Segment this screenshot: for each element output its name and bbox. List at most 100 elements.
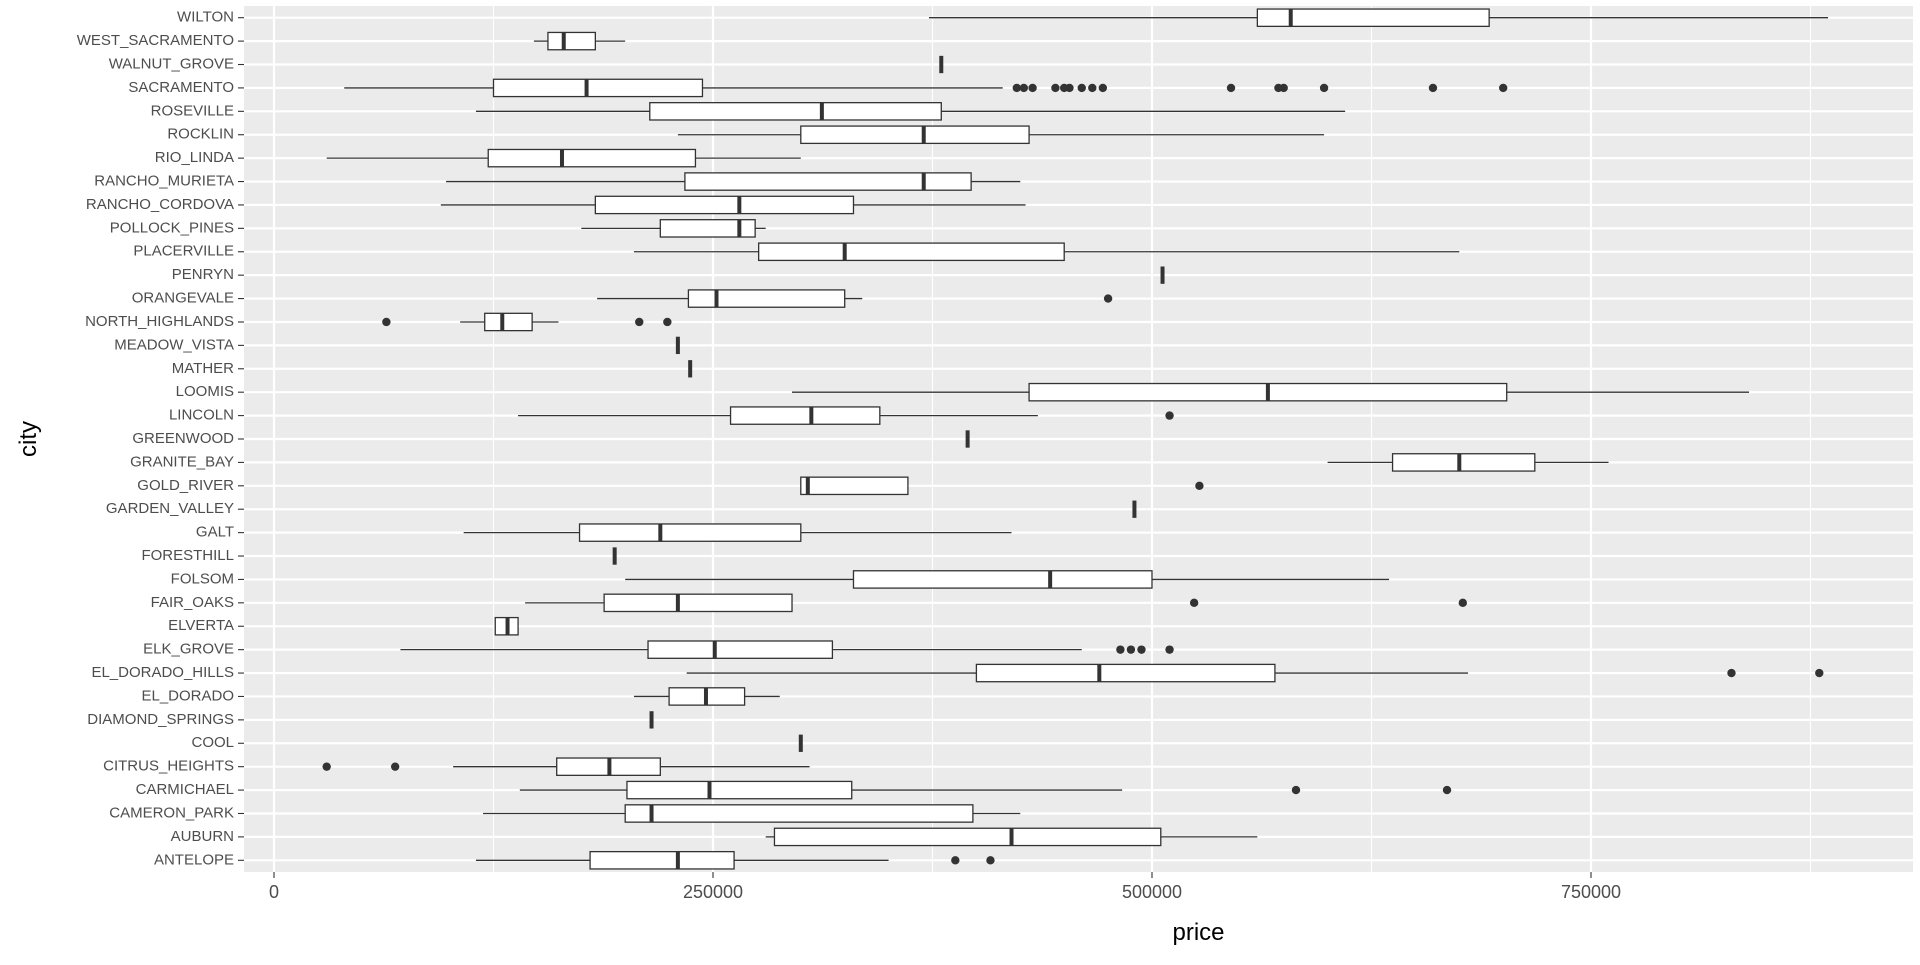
outlier-point bbox=[1116, 645, 1125, 654]
outlier-point bbox=[1019, 83, 1029, 93]
y-tick-label: FOLSOM bbox=[171, 570, 234, 587]
y-tick-label: LINCOLN bbox=[169, 407, 234, 424]
y-tick-label: LOOMIS bbox=[176, 383, 234, 400]
outlier-point bbox=[1088, 83, 1097, 93]
y-tick-label: NORTH_HIGHLANDS bbox=[85, 313, 234, 330]
box-carmichael bbox=[519, 780, 1452, 800]
box-el-dorado bbox=[633, 687, 780, 706]
outlier-point bbox=[1098, 83, 1108, 93]
outlier-point bbox=[1279, 83, 1288, 93]
y-tick-label: RANCHO_CORDOVA bbox=[86, 196, 234, 213]
box-citrus-heights bbox=[322, 757, 810, 776]
iqr-box bbox=[594, 195, 855, 215]
box-antelope bbox=[475, 850, 995, 870]
outlier-point bbox=[635, 317, 644, 327]
x-tick-label: 500000 bbox=[1122, 882, 1182, 902]
iqr-box bbox=[492, 78, 704, 98]
y-tick-label: RIO_LINDA bbox=[155, 149, 234, 166]
outlier-point bbox=[986, 856, 995, 865]
y-tick-label: GOLD_RIVER bbox=[137, 477, 234, 494]
outlier-point bbox=[1458, 598, 1468, 608]
box-north-highlands bbox=[382, 312, 672, 332]
box-elverta bbox=[494, 616, 519, 636]
iqr-box bbox=[800, 476, 909, 496]
outlier-point bbox=[1165, 411, 1174, 420]
outlier-point bbox=[1103, 294, 1113, 303]
box-el-dorado-hills bbox=[686, 663, 1824, 683]
box-rocklin bbox=[677, 125, 1325, 145]
x-tick-label: 0 bbox=[269, 882, 279, 902]
y-tick-label: SACRAMENTO bbox=[128, 79, 234, 96]
box-auburn bbox=[765, 827, 1258, 847]
outlier-point bbox=[1428, 83, 1438, 93]
y-tick-label: WILTON bbox=[177, 9, 234, 26]
y-tick-label: DIAMOND_SPRINGS bbox=[87, 711, 234, 728]
y-tick-label: GALT bbox=[196, 524, 234, 541]
y-tick-labels: ANTELOPE AUBURN CAMERON_PARK CARMICHAEL CITR… bbox=[77, 9, 244, 868]
iqr-box bbox=[758, 242, 1065, 262]
box-loomis bbox=[792, 382, 1750, 402]
x-tick-label: 750000 bbox=[1561, 882, 1621, 902]
box-roseville bbox=[475, 102, 1346, 121]
iqr-box bbox=[649, 102, 942, 121]
y-tick-label: GRANITE_BAY bbox=[130, 453, 234, 470]
outlier-point bbox=[1226, 83, 1236, 93]
outlier-point bbox=[1028, 83, 1037, 93]
box-sacramento bbox=[344, 78, 1508, 98]
boxes bbox=[322, 8, 1829, 870]
iqr-box bbox=[578, 523, 802, 542]
iqr-box bbox=[647, 640, 834, 659]
y-tick-label: PLACERVILLE bbox=[133, 243, 234, 260]
box-galt bbox=[463, 523, 1012, 542]
y-tick-label: AUBURN bbox=[171, 828, 234, 845]
y-tick-label: WALNUT_GROVE bbox=[109, 55, 234, 72]
box-orangevale bbox=[597, 289, 1113, 308]
iqr-box bbox=[624, 804, 974, 823]
outlier-point bbox=[1065, 83, 1074, 93]
box-gold-river bbox=[800, 476, 1204, 496]
box-pollock-pines bbox=[581, 219, 766, 238]
box-cameron-park bbox=[482, 804, 1021, 823]
box-rancho-cordova bbox=[440, 195, 1026, 215]
y-tick-label: ROCKLIN bbox=[167, 126, 234, 143]
outlier-point bbox=[1077, 83, 1086, 93]
box-folsom bbox=[625, 570, 1390, 589]
iqr-box bbox=[687, 289, 846, 308]
box-rancho-murieta bbox=[446, 172, 1021, 191]
y-tick-label: ORANGEVALE bbox=[132, 290, 234, 307]
iqr-box bbox=[1391, 453, 1536, 472]
iqr-box bbox=[547, 31, 596, 51]
box-granite-bay bbox=[1327, 453, 1609, 472]
iqr-box bbox=[729, 406, 881, 425]
iqr-box bbox=[684, 172, 972, 191]
y-tick-label: FORESTHILL bbox=[141, 547, 234, 564]
y-tick-label: CARMICHAEL bbox=[136, 781, 234, 798]
y-tick-label: GREENWOOD bbox=[132, 430, 234, 447]
iqr-box bbox=[626, 780, 853, 800]
outlier-point bbox=[1051, 83, 1060, 93]
outlier-point bbox=[1165, 645, 1174, 654]
y-tick-label: FAIR_OAKS bbox=[151, 594, 234, 611]
box-placerville bbox=[633, 242, 1460, 262]
outlier-point bbox=[1012, 83, 1021, 93]
iqr-box bbox=[603, 593, 793, 613]
iqr-box bbox=[484, 312, 533, 332]
y-tick-label: POLLOCK_PINES bbox=[110, 219, 234, 236]
outlier-point bbox=[1291, 785, 1301, 795]
y-tick-label: RANCHO_MURIETA bbox=[94, 173, 234, 190]
y-tick-label: ANTELOPE bbox=[154, 851, 234, 868]
box-fair-oaks bbox=[525, 593, 1468, 613]
y-tick-label: GARDEN_VALLEY bbox=[106, 500, 234, 517]
y-tick-label: CAMERON_PARK bbox=[109, 804, 234, 821]
y-tick-label: ELVERTA bbox=[168, 617, 234, 634]
outlier-point bbox=[1442, 785, 1452, 795]
y-tick-label: ROSEVILLE bbox=[151, 102, 234, 119]
iqr-box bbox=[487, 148, 697, 168]
x-tick-labels: 0 250000 500000 750000 bbox=[269, 872, 1621, 902]
iqr-box bbox=[589, 850, 735, 870]
box-west-sacramento bbox=[533, 31, 626, 51]
x-axis-title: price bbox=[1172, 919, 1224, 946]
y-tick-label: PENRYN bbox=[172, 266, 234, 283]
